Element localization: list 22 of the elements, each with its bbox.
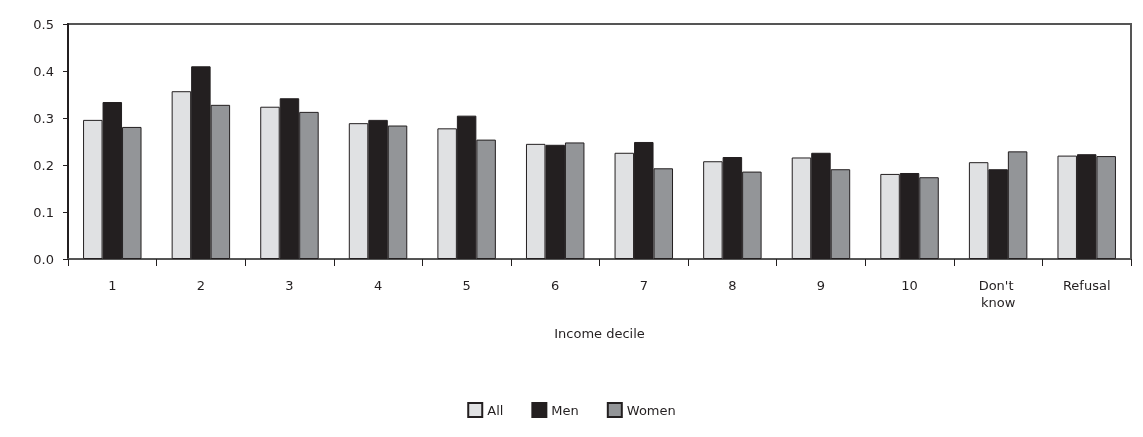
x-tick-label: 1	[108, 278, 117, 293]
x-tick-label: 5	[462, 278, 471, 293]
y-tick-label: 0.3	[33, 110, 54, 126]
y-tick-label: 0.1	[33, 204, 54, 220]
x-tick-label: 8	[728, 278, 737, 293]
text: 0.0	[33, 251, 54, 267]
legend-label: All	[487, 402, 504, 418]
x-tick-label: 3	[285, 278, 294, 293]
x-tick-label: 7	[639, 278, 648, 293]
y-tick-label: 0.2	[33, 157, 54, 173]
legend-label: Women	[626, 402, 676, 418]
x-tick-label: 9	[816, 278, 826, 293]
legend-label: Men	[551, 402, 579, 418]
y-tick-label: 0.5	[33, 16, 54, 32]
y-tick-label: 0.4	[33, 63, 54, 79]
x-tick-label: 4	[373, 278, 383, 293]
x-tick-label: 2	[196, 278, 206, 293]
x-tick-label: Refusal	[1062, 278, 1111, 293]
x-tick-label: 6	[551, 278, 560, 293]
x-tick-label: 10	[901, 278, 918, 293]
x-axis-title: Income decile	[554, 326, 645, 341]
x-tick-label: Don't know	[978, 278, 1018, 310]
